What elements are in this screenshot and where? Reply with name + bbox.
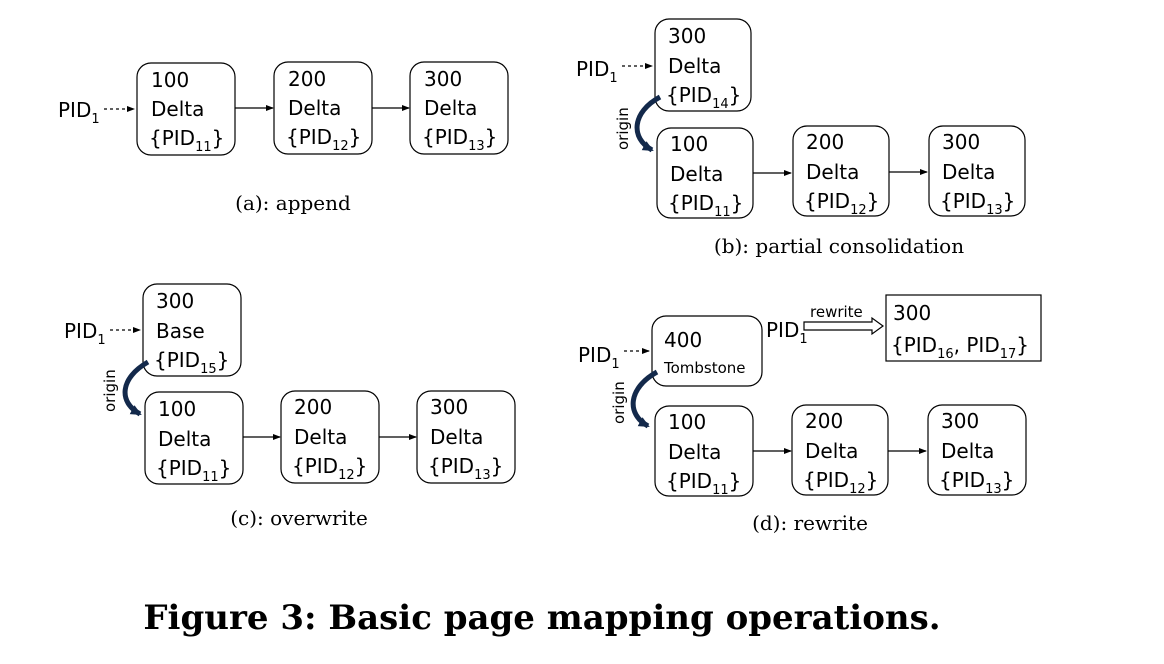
delta-node: 200 Delta {PID12}	[273, 61, 373, 155]
delta-node: 200 Delta {PID12}	[280, 390, 380, 484]
node-value: 200	[288, 67, 326, 91]
origin-label: origin	[614, 107, 632, 150]
node-kind: Delta	[805, 439, 858, 463]
node-value: 200	[805, 409, 843, 433]
node-ref: {PID16, PID17}	[891, 333, 1029, 362]
panel-caption: (d): rewrite	[752, 511, 868, 535]
rewrite-label: rewrite	[810, 303, 863, 321]
delta-node: 100 Delta {PID11}	[136, 62, 236, 156]
node-kind: Delta	[668, 440, 721, 464]
tombstone-node: 400 Tombstone	[651, 315, 763, 387]
panel-caption: (c): overwrite	[230, 506, 368, 530]
node-value: 100	[151, 68, 189, 92]
node-value: 300	[893, 301, 931, 325]
node-ref: {PID14}	[666, 83, 741, 112]
rewrite-pid-label: PID1	[766, 318, 808, 347]
node-kind: Delta	[151, 97, 204, 121]
rewrite-arrow	[803, 316, 885, 336]
node-ref: {PID11}	[149, 126, 224, 155]
origin-arrow	[122, 359, 150, 417]
base-node: 300 Base {PID15}	[142, 283, 242, 377]
node-kind: Delta	[942, 160, 995, 184]
node-ref: {PID13}	[939, 468, 1014, 497]
node-value: 100	[670, 132, 708, 156]
pid-label: PID1	[576, 57, 618, 86]
delta-node: 100 Delta {PID11}	[656, 127, 754, 220]
node-value: 200	[806, 130, 844, 154]
node-value: 200	[294, 395, 332, 419]
node-kind: Delta	[668, 54, 721, 78]
pid-label: PID1	[58, 98, 100, 127]
node-value: 300	[668, 24, 706, 48]
node-value: 100	[158, 397, 196, 421]
rewrite-target-box: 300 {PID16, PID17}	[885, 294, 1042, 362]
node-kind: Delta	[806, 160, 859, 184]
node-kind: Delta	[158, 427, 211, 451]
delta-node: 300 Delta {PID13}	[416, 390, 516, 484]
node-ref: {PID11}	[666, 469, 741, 498]
panel-c: PID1 300 Base {PID15} origin 100 Delta {…	[64, 283, 516, 530]
panel-caption: (b): partial consolidation	[714, 234, 964, 258]
node-kind: Delta	[430, 425, 483, 449]
node-value: 300	[941, 409, 979, 433]
node-ref: {PID11}	[156, 456, 231, 485]
origin-label: origin	[101, 369, 119, 412]
node-ref: {PID13}	[422, 125, 497, 154]
delta-node: 300 Delta {PID14}	[654, 18, 752, 112]
panel-b: PID1 300 Delta {PID14} origin 100 Delta …	[576, 18, 1026, 258]
node-ref: {PID12}	[292, 454, 367, 483]
origin-label: origin	[610, 381, 628, 424]
node-kind: Delta	[294, 425, 347, 449]
node-ref: {PID12}	[286, 125, 361, 154]
node-ref: {PID11}	[668, 191, 743, 220]
node-kind: Delta	[941, 439, 994, 463]
node-ref: {PID13}	[940, 189, 1015, 218]
delta-node: 200 Delta {PID12}	[791, 404, 889, 497]
node-value: 300	[156, 289, 194, 313]
node-kind: Delta	[670, 162, 723, 186]
delta-node: 200 Delta {PID12}	[792, 125, 890, 218]
node-value: 400	[664, 328, 702, 352]
node-ref: {PID13}	[428, 454, 503, 483]
pid-label: PID1	[578, 343, 620, 372]
pid-label: PID1	[64, 319, 106, 348]
node-value: 300	[942, 130, 980, 154]
node-kind: Tombstone	[663, 359, 746, 377]
panel-a: PID1 100 Delta {PID11} 200 Delta {PID12}…	[58, 61, 509, 215]
node-kind: Base	[156, 319, 205, 343]
panel-d: PID1 400 Tombstone PID1 rewrite 300 {PID…	[578, 294, 1042, 535]
node-ref: {PID12}	[803, 468, 878, 497]
node-value: 300	[424, 67, 462, 91]
figure-caption: Figure 3: Basic page mapping operations.	[143, 598, 941, 638]
node-value: 100	[668, 410, 706, 434]
node-ref: {PID15}	[154, 348, 229, 377]
node-value: 300	[430, 395, 468, 419]
delta-node: 300 Delta {PID13}	[409, 61, 509, 155]
node-kind: Delta	[424, 96, 477, 120]
delta-node: 100 Delta {PID11}	[654, 405, 754, 498]
delta-node: 100 Delta {PID11}	[144, 391, 244, 485]
delta-node: 300 Delta {PID13}	[927, 404, 1027, 497]
node-ref: {PID12}	[804, 189, 879, 218]
node-kind: Delta	[288, 96, 341, 120]
origin-arrow	[634, 94, 662, 153]
delta-node: 300 Delta {PID13}	[928, 125, 1026, 218]
panel-caption: (a): append	[235, 191, 351, 215]
origin-arrow	[630, 369, 659, 429]
